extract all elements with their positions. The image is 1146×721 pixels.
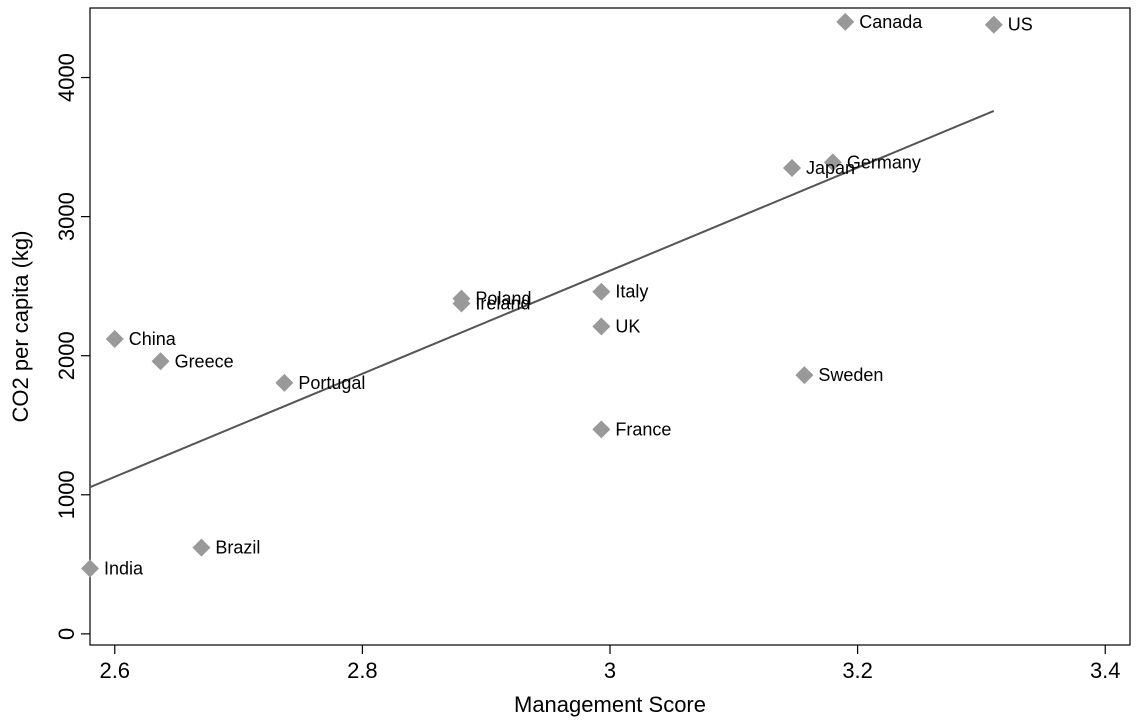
fit-line: [89, 109, 995, 489]
y-axis-title: CO2 per capita (kg): [8, 231, 33, 423]
y-tick-label: 4000: [54, 53, 79, 102]
x-axis-title: Management Score: [514, 692, 706, 717]
point-label: Poland: [475, 289, 531, 309]
x-tick-label: 3.2: [842, 658, 873, 683]
point-label: India: [104, 559, 144, 579]
data-point: [105, 330, 124, 349]
data-point: [795, 366, 814, 385]
data-point: [151, 352, 170, 371]
y-tick-label: 2000: [54, 331, 79, 380]
data-point: [592, 420, 611, 439]
data-point: [984, 15, 1003, 34]
x-tick-label: 3.4: [1090, 658, 1121, 683]
point-label: Ireland: [475, 294, 530, 314]
point-label: Japan: [806, 158, 855, 178]
point-label: Canada: [859, 12, 923, 32]
point-label: Italy: [615, 282, 648, 302]
data-point: [452, 294, 471, 313]
point-label: China: [129, 329, 177, 349]
y-tick-label: 3000: [54, 192, 79, 241]
point-label: Germany: [847, 152, 921, 172]
x-axis: 2.6 2.8 3 3.2 3.4: [99, 645, 1121, 683]
data-point: [81, 559, 99, 578]
point-label: France: [615, 419, 671, 439]
x-tick-label: 2.6: [99, 658, 130, 683]
y-axis: 0 1000 2000 3000 4000: [54, 53, 90, 640]
point-label: UK: [615, 317, 640, 337]
x-tick-label: 3: [604, 658, 616, 683]
data-point: [192, 538, 211, 557]
data-point: [823, 153, 842, 172]
data-point: [783, 158, 801, 177]
y-tick-label: 1000: [54, 470, 79, 519]
fit-line-layer: [89, 109, 995, 489]
y-tick-label: 0: [54, 628, 79, 640]
point-label: Sweden: [818, 365, 883, 385]
point-label: Greece: [175, 351, 234, 371]
point-label: Portugal: [298, 373, 365, 393]
data-point: [592, 282, 611, 301]
point-label: US: [1008, 15, 1033, 35]
point-label: Brazil: [215, 538, 260, 558]
data-point: [836, 12, 855, 31]
x-tick-label: 2.8: [347, 658, 378, 683]
data-point: [275, 373, 294, 392]
data-point: [592, 317, 611, 336]
points-layer: [81, 12, 1003, 578]
